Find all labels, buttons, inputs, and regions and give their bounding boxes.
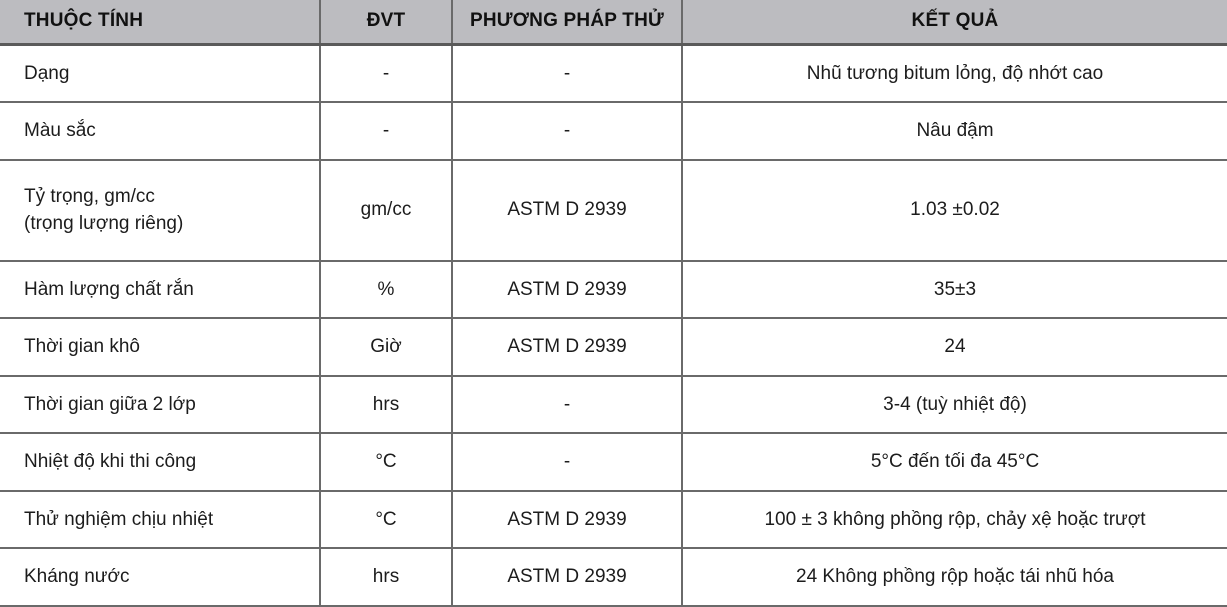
cell-unit: % xyxy=(320,260,453,320)
cell-attribute-line2: (trọng lượng riêng) xyxy=(24,213,184,235)
cell-method: - xyxy=(452,102,683,161)
cell-unit: Giờ xyxy=(320,318,453,377)
cell-attribute: Thời gian khô xyxy=(0,318,321,377)
cell-method: - xyxy=(452,433,683,492)
cell-unit: °C xyxy=(320,433,453,492)
cell-attribute-line1: Tỷ trọng, gm/cc xyxy=(24,185,155,207)
cell-result: Nhũ tương bitum lỏng, độ nhớt cao xyxy=(682,44,1227,104)
cell-method: ASTM D 2939 xyxy=(452,318,683,377)
column-header-method: PHƯƠNG PHÁP THỬ xyxy=(452,0,683,46)
cell-method: - xyxy=(452,44,683,104)
cell-method: ASTM D 2939 xyxy=(452,548,683,607)
header-row: THUỘC TÍNH ĐVT PHƯƠNG PHÁP THỬ KẾT QUẢ xyxy=(0,0,1227,46)
cell-attribute: Tỷ trọng, gm/cc (trọng lượng riêng) xyxy=(0,159,321,262)
cell-unit: - xyxy=(320,102,453,161)
cell-result: 24 xyxy=(682,318,1227,377)
table-row: Màu sắc - - Nâu đậm xyxy=(0,102,1227,161)
column-header-unit: ĐVT xyxy=(320,0,453,46)
cell-attribute: Thử nghiệm chịu nhiệt xyxy=(0,490,321,550)
table-row: Hàm lượng chất rắn % ASTM D 2939 35±3 xyxy=(0,260,1227,320)
cell-result: 24 Không phồng rộp hoặc tái nhũ hóa xyxy=(682,548,1227,607)
cell-result: 5°C đến tối đa 45°C xyxy=(682,433,1227,492)
cell-unit: °C xyxy=(320,490,453,550)
cell-attribute: Kháng nước xyxy=(0,548,321,607)
table-row: Thời gian khô Giờ ASTM D 2939 24 xyxy=(0,318,1227,377)
cell-result: 3-4 (tuỳ nhiệt độ) xyxy=(682,375,1227,435)
table-row: Thử nghiệm chịu nhiệt °C ASTM D 2939 100… xyxy=(0,490,1227,550)
table-row: Tỷ trọng, gm/cc (trọng lượng riêng) gm/c… xyxy=(0,159,1227,262)
cell-method: - xyxy=(452,375,683,435)
cell-result: 100 ± 3 không phồng rộp, chảy xệ hoặc tr… xyxy=(682,490,1227,550)
table-header: THUỘC TÍNH ĐVT PHƯƠNG PHÁP THỬ KẾT QUẢ xyxy=(0,0,1227,46)
cell-attribute: Dạng xyxy=(0,44,321,104)
cell-unit: gm/cc xyxy=(320,159,453,262)
table-body: Dạng - - Nhũ tương bitum lỏng, độ nhớt c… xyxy=(0,44,1227,607)
cell-attribute: Thời gian giữa 2 lớp xyxy=(0,375,321,435)
cell-unit: hrs xyxy=(320,375,453,435)
cell-result: Nâu đậm xyxy=(682,102,1227,161)
column-header-attribute: THUỘC TÍNH xyxy=(0,0,321,46)
table-row: Kháng nước hrs ASTM D 2939 24 Không phồn… xyxy=(0,548,1227,607)
table-row: Dạng - - Nhũ tương bitum lỏng, độ nhớt c… xyxy=(0,44,1227,104)
cell-attribute: Màu sắc xyxy=(0,102,321,161)
table-row: Nhiệt độ khi thi công °C - 5°C đến tối đ… xyxy=(0,433,1227,492)
cell-method: ASTM D 2939 xyxy=(452,159,683,262)
cell-unit: hrs xyxy=(320,548,453,607)
table-row: Thời gian giữa 2 lớp hrs - 3-4 (tuỳ nhiệ… xyxy=(0,375,1227,435)
cell-result: 1.03 ±0.02 xyxy=(682,159,1227,262)
cell-method: ASTM D 2939 xyxy=(452,260,683,320)
column-header-result: KẾT QUẢ xyxy=(682,0,1227,46)
cell-attribute: Nhiệt độ khi thi công xyxy=(0,433,321,492)
cell-method: ASTM D 2939 xyxy=(452,490,683,550)
cell-attribute: Hàm lượng chất rắn xyxy=(0,260,321,320)
cell-result: 35±3 xyxy=(682,260,1227,320)
cell-unit: - xyxy=(320,44,453,104)
